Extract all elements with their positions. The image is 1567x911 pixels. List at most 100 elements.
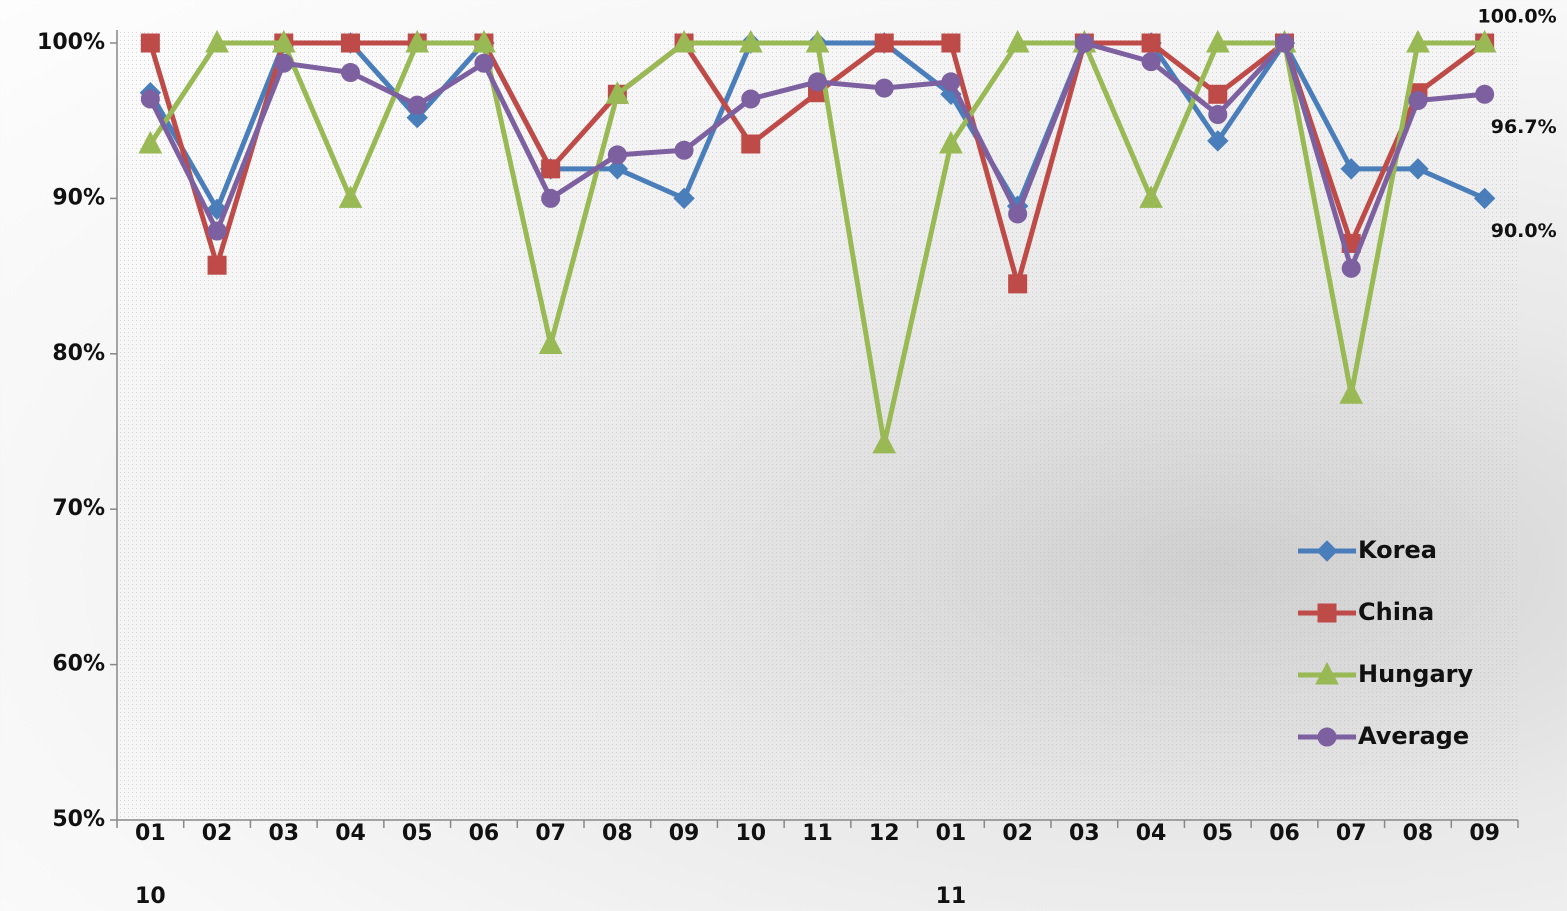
- marker: [1008, 204, 1028, 224]
- marker: [140, 89, 160, 109]
- marker: [541, 188, 561, 208]
- x-tick-label: 02: [1002, 821, 1033, 846]
- x-tick-label: 08: [602, 821, 633, 846]
- x-tick-label: 01: [936, 821, 967, 846]
- marker: [607, 145, 627, 165]
- series: [138, 29, 1497, 454]
- marker: [1406, 29, 1430, 53]
- marker: [472, 29, 496, 53]
- x-tick-label: 12: [869, 821, 900, 846]
- y-tick-label: 70%: [52, 496, 105, 521]
- marker: [205, 29, 229, 53]
- y-tick-label: 100%: [37, 30, 105, 55]
- marker: [1008, 274, 1028, 294]
- marker: [941, 72, 961, 92]
- legend-label: Hungary: [1358, 660, 1473, 688]
- marker: [741, 134, 761, 154]
- y-tick-label: 50%: [52, 807, 105, 832]
- x-tick-label: 03: [1069, 821, 1100, 846]
- marker: [1341, 258, 1361, 278]
- marker: [805, 29, 830, 53]
- data-label: 96.7%: [1491, 116, 1557, 138]
- marker: [1141, 33, 1161, 53]
- x-group-label: 11: [936, 884, 967, 909]
- data-label: 90.0%: [1491, 220, 1557, 242]
- x-tick-label: 09: [669, 821, 700, 846]
- marker: [1074, 33, 1094, 53]
- marker: [1475, 84, 1495, 104]
- marker: [738, 29, 763, 53]
- marker: [808, 72, 827, 92]
- marker: [872, 430, 897, 454]
- marker: [138, 130, 163, 154]
- marker: [407, 95, 427, 115]
- x-tick-label: 10: [735, 821, 766, 846]
- x-tick-label: 02: [202, 821, 233, 846]
- x-tick-label: 03: [268, 821, 299, 846]
- x-tick-label: 05: [1202, 821, 1233, 846]
- plot-area: [117, 30, 1518, 820]
- marker: [1408, 90, 1428, 110]
- x-tick-label: 07: [1336, 821, 1367, 846]
- marker: [474, 53, 494, 73]
- marker: [1316, 540, 1338, 562]
- marker: [207, 221, 227, 241]
- marker: [1473, 187, 1496, 210]
- y-tick-label: 80%: [52, 341, 105, 366]
- marker: [606, 158, 629, 180]
- y-tick-label: 60%: [52, 652, 105, 677]
- marker: [941, 33, 961, 53]
- marker: [1407, 158, 1429, 180]
- x-tick-label: 09: [1469, 821, 1500, 846]
- marker: [1207, 130, 1229, 152]
- marker: [874, 33, 894, 53]
- data-label: 100.0%: [1478, 6, 1557, 28]
- x-tick-label: 06: [469, 821, 500, 846]
- marker: [207, 255, 227, 275]
- legend-label: Korea: [1358, 536, 1437, 564]
- marker: [538, 331, 563, 354]
- marker: [1141, 52, 1161, 72]
- marker: [674, 140, 694, 160]
- marker: [405, 29, 430, 53]
- marker: [140, 33, 160, 53]
- marker: [341, 63, 360, 83]
- x-tick-label: 08: [1403, 821, 1434, 846]
- x-tick-label: 01: [135, 821, 166, 846]
- x-tick-label: 07: [535, 821, 566, 846]
- marker: [1340, 158, 1362, 180]
- marker: [1205, 29, 1230, 53]
- marker: [271, 29, 296, 53]
- marker: [541, 159, 561, 179]
- marker: [673, 187, 695, 210]
- marker: [274, 53, 294, 73]
- marker: [1317, 603, 1337, 623]
- marker: [1005, 29, 1030, 53]
- marker: [338, 185, 363, 208]
- marker: [1275, 33, 1294, 53]
- marker: [1208, 104, 1228, 124]
- x-tick-label: 05: [402, 821, 433, 846]
- marker: [1339, 381, 1364, 404]
- x-tick-label: 06: [1269, 821, 1300, 846]
- marker: [672, 29, 696, 53]
- x-tick-label: 04: [335, 821, 366, 846]
- marker: [1317, 727, 1337, 747]
- marker: [874, 78, 894, 98]
- series: [140, 33, 1495, 278]
- x-tick-label: 04: [1136, 821, 1167, 846]
- marker: [1315, 661, 1339, 685]
- legend-label: Average: [1358, 722, 1469, 750]
- marker: [605, 81, 630, 104]
- marker: [1472, 29, 1497, 53]
- marker: [1139, 185, 1163, 208]
- x-group-label: 10: [135, 884, 166, 909]
- marker: [939, 130, 963, 154]
- x-tick-label: 11: [802, 821, 833, 846]
- y-tick-label: 90%: [52, 185, 105, 210]
- legend-label: China: [1358, 598, 1434, 626]
- marker: [741, 89, 761, 109]
- marker: [1208, 84, 1228, 104]
